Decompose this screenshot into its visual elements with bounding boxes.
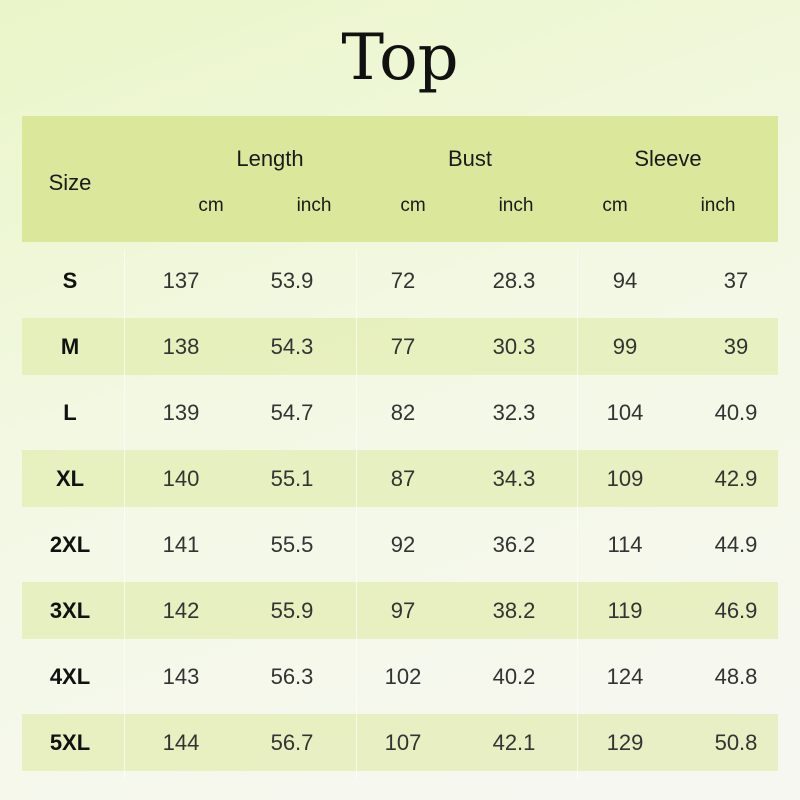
column-divider: [577, 250, 578, 780]
column-divider: [356, 250, 357, 780]
size-cell: 2XL: [49, 532, 91, 557]
value-cell: 30.3: [492, 334, 536, 359]
value-cell: 38.2: [492, 598, 536, 623]
value-cell: 124: [606, 664, 644, 689]
value-cell: 39: [723, 334, 749, 359]
value-cell: 28.3: [492, 268, 536, 293]
value-cell: 54.3: [270, 334, 314, 359]
table-row: S 137 53.9 72 28.3 94 37: [0, 248, 800, 314]
value-cell: 77: [390, 334, 416, 359]
size-cell: 5XL: [49, 730, 91, 755]
table-row: L 139 54.7 82 32.3 104 40.9: [0, 380, 800, 446]
value-cell: 114: [607, 532, 643, 557]
value-cell: 104: [606, 400, 644, 425]
value-cell: 92: [390, 532, 416, 557]
size-cell: 3XL: [49, 598, 91, 623]
value-cell: 144: [162, 730, 200, 755]
value-cell: 42.9: [714, 466, 758, 491]
table-row: 2XL 141 55.5 92 36.2 114 44.9: [0, 512, 800, 578]
value-cell: 143: [162, 664, 200, 689]
value-cell: 97: [390, 598, 416, 623]
value-cell: 34.3: [492, 466, 536, 491]
value-cell: 44.9: [714, 532, 758, 557]
table-row: M 138 54.3 77 30.3 99 39: [0, 314, 800, 380]
value-cell: 46.9: [714, 598, 758, 623]
row-band: [22, 582, 778, 639]
size-cell: XL: [55, 466, 85, 491]
value-cell: 109: [606, 466, 644, 491]
value-cell: 56.3: [270, 664, 314, 689]
size-cell: M: [60, 334, 80, 359]
table-row: XL 140 55.1 87 34.3 109 42.9: [0, 446, 800, 512]
row-band: [22, 318, 778, 375]
value-cell: 32.3: [492, 400, 536, 425]
value-cell: 42.1: [492, 730, 536, 755]
value-cell: 54.7: [270, 400, 314, 425]
row-band: [22, 450, 778, 507]
value-cell: 55.9: [270, 598, 314, 623]
bust-cm-header: cm: [400, 195, 426, 216]
column-divider: [124, 250, 125, 780]
page-title: Top: [341, 21, 459, 95]
value-cell: 40.9: [714, 400, 758, 425]
value-cell: 137: [162, 268, 200, 293]
size-cell: 4XL: [49, 664, 91, 689]
size-cell: L: [63, 400, 77, 425]
row-band: [22, 714, 778, 771]
value-cell: 102: [384, 664, 422, 689]
value-cell: 72: [390, 268, 416, 293]
value-cell: 142: [162, 598, 200, 623]
value-cell: 56.7: [270, 730, 314, 755]
value-cell: 37: [723, 268, 749, 293]
length-inch-header: inch: [296, 195, 332, 216]
table-row: 5XL 144 56.7 107 42.1 129 50.8: [0, 710, 800, 776]
sleeve-inch-header: inch: [700, 195, 736, 216]
value-cell: 55.5: [270, 532, 314, 557]
value-cell: 50.8: [714, 730, 758, 755]
value-cell: 55.1: [270, 466, 314, 491]
value-cell: 119: [607, 598, 643, 623]
length-header: Length: [236, 146, 304, 171]
value-cell: 53.9: [270, 268, 314, 293]
bust-header: Bust: [447, 146, 493, 171]
table-row: 4XL 143 56.3 102 40.2 124 48.8: [0, 644, 800, 710]
value-cell: 107: [384, 730, 422, 755]
value-cell: 140: [162, 466, 200, 491]
value-cell: 138: [162, 334, 200, 359]
value-cell: 36.2: [492, 532, 536, 557]
size-column-header: Size: [48, 170, 92, 195]
bust-inch-header: inch: [498, 195, 534, 216]
length-cm-header: cm: [198, 195, 224, 216]
value-cell: 141: [162, 532, 200, 557]
value-cell: 94: [612, 268, 638, 293]
value-cell: 87: [390, 466, 416, 491]
value-cell: 99: [612, 334, 638, 359]
value-cell: 40.2: [492, 664, 536, 689]
sleeve-cm-header: cm: [602, 195, 628, 216]
value-cell: 129: [606, 730, 644, 755]
value-cell: 82: [390, 400, 416, 425]
sleeve-header: Sleeve: [634, 146, 702, 171]
size-cell: S: [62, 268, 78, 293]
table-row: 3XL 142 55.9 97 38.2 119 46.9: [0, 578, 800, 644]
value-cell: 139: [162, 400, 200, 425]
table-header: Size Length Bust Sleeve cm inch cm inch …: [22, 116, 778, 242]
value-cell: 48.8: [714, 664, 758, 689]
